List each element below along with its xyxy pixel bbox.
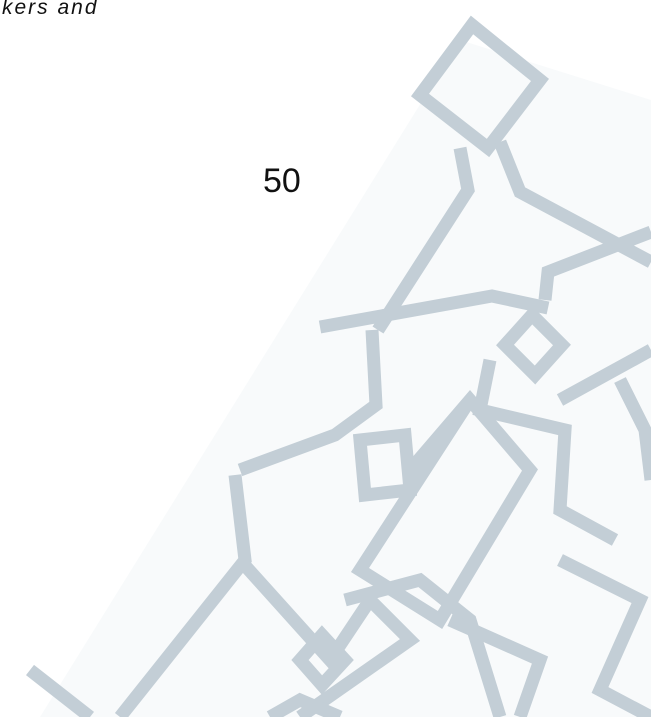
running-text: kers and xyxy=(2,0,99,20)
page: kers and 50 xyxy=(0,0,651,717)
decorative-pattern xyxy=(0,0,651,717)
page-number: 50 xyxy=(263,162,301,201)
background-panel xyxy=(40,40,651,717)
